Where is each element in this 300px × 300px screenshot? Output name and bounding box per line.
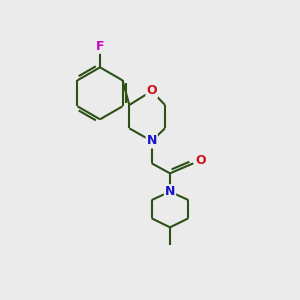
Text: F: F — [96, 40, 104, 53]
Text: N: N — [165, 185, 175, 198]
Text: O: O — [146, 85, 157, 98]
Text: N: N — [146, 134, 157, 148]
Text: O: O — [195, 154, 206, 167]
